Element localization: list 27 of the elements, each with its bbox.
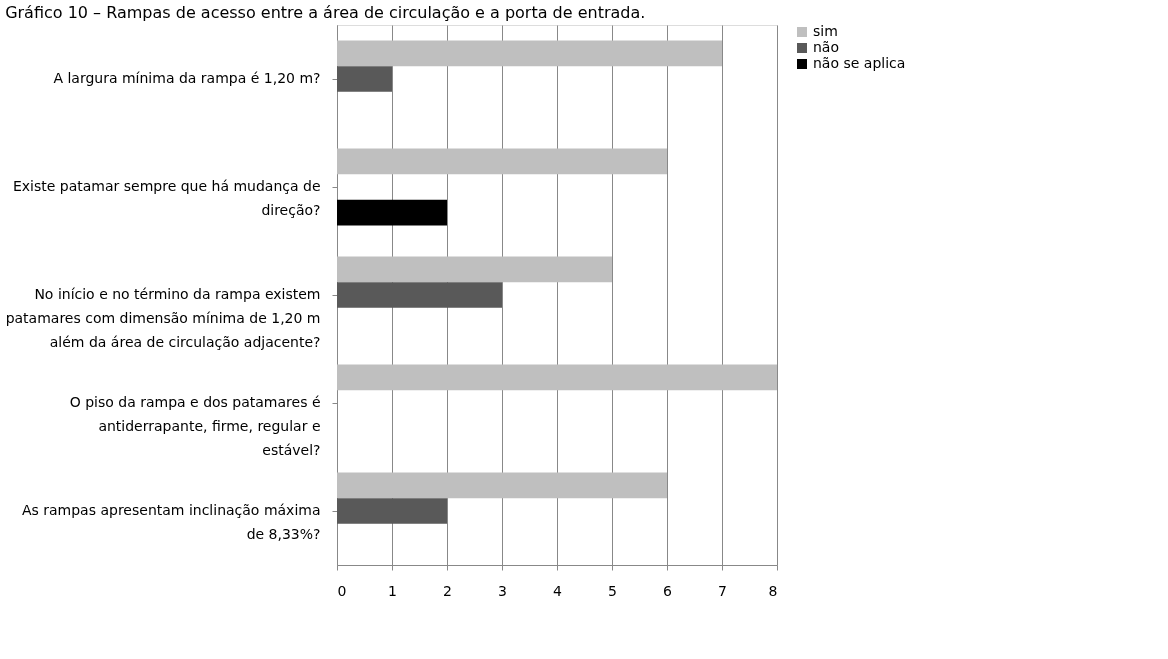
x-tick-label: 8 <box>768 582 778 599</box>
bar <box>337 364 777 391</box>
bar <box>337 256 612 283</box>
y-tick-label: A largura mínima da rampa é 1,20 m? <box>53 70 321 86</box>
x-tick-label: 4 <box>553 582 563 599</box>
y-tick-label: O piso da rampa e dos patamares é antiderrapante, firme, regular e estável? <box>69 394 321 458</box>
legend-label: não se aplica <box>813 55 906 71</box>
bar <box>337 66 392 92</box>
x-tick-label: 0 <box>337 582 347 599</box>
x-tick-label: 5 <box>608 582 617 599</box>
legend-label: não <box>813 39 840 55</box>
x-tick-label: 6 <box>663 582 673 599</box>
x-tick-label: 2 <box>443 582 452 599</box>
x-tick-label: 1 <box>388 582 397 599</box>
chart-title: Gráfico 10 – Rampas de acesso entre a área de circulação e a porta de entrada. <box>5 3 646 22</box>
bar <box>337 498 447 524</box>
legend-label: sim <box>813 23 838 39</box>
bar <box>337 40 722 67</box>
bar <box>337 199 447 226</box>
x-tick-label: 7 <box>718 582 727 599</box>
x-tick-label: 3 <box>498 582 507 599</box>
y-tick-label: As rampas apresentam inclinação máxima de 8,33%? <box>21 502 321 542</box>
y-tick-label: No início e no término da rampa existem patamares com dimensão mínima de 1,20 m além da área de circulação adjacente? <box>5 286 321 350</box>
y-tick-label: Existe patamar sempre que há mudança de direção? <box>12 178 321 218</box>
bar <box>337 472 667 499</box>
bar <box>337 148 667 175</box>
bar <box>337 282 502 308</box>
